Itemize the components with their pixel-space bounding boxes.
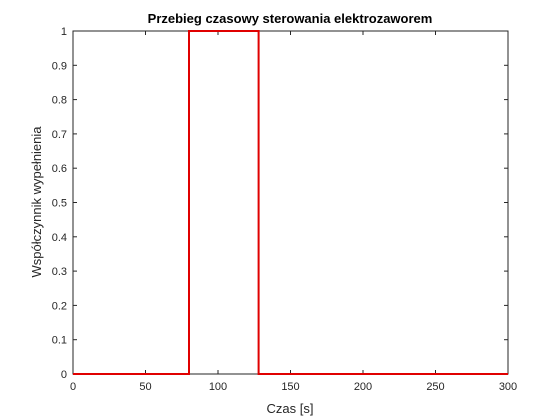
x-tick-label: 0: [70, 381, 76, 393]
x-axis: 0 50 100 150 200 250 300: [70, 31, 517, 393]
y-tick-label: 0.6: [52, 163, 67, 175]
x-tick-label: 150: [281, 381, 299, 393]
y-tick-label: 0.7: [52, 129, 67, 141]
y-tick-label: 0.3: [52, 266, 67, 278]
series-layer: [73, 30, 508, 375]
y-tick-label: 0.8: [52, 95, 67, 107]
y-tick-label: 0.2: [52, 300, 67, 312]
plot-area: [72, 30, 509, 375]
y-axis-label: Współczynnik wypełnienia: [29, 126, 44, 278]
x-axis-label: Czas [s]: [267, 401, 314, 416]
y-axis: 0 0.1 0.2 0.3 0.4 0.5 0.6 0.7 0.8 0.9 1: [52, 26, 508, 381]
x-tick-label: 50: [139, 381, 151, 393]
x-tick-label: 300: [499, 381, 517, 393]
y-tick-label: 0.5: [52, 198, 67, 210]
series-line: [73, 30, 508, 375]
y-tick-label: 0.9: [52, 60, 67, 72]
x-tick-label: 250: [426, 381, 444, 393]
y-tick-label: 0.1: [52, 335, 67, 347]
y-tick-label: 0: [61, 369, 67, 381]
y-tick-label: 0.4: [52, 232, 67, 244]
y-tick-label: 1: [61, 26, 67, 38]
chart-title: Przebieg czasowy sterowania elektrozawor…: [148, 11, 433, 26]
x-tick-label: 200: [354, 381, 372, 393]
x-tick-label: 100: [209, 381, 227, 393]
